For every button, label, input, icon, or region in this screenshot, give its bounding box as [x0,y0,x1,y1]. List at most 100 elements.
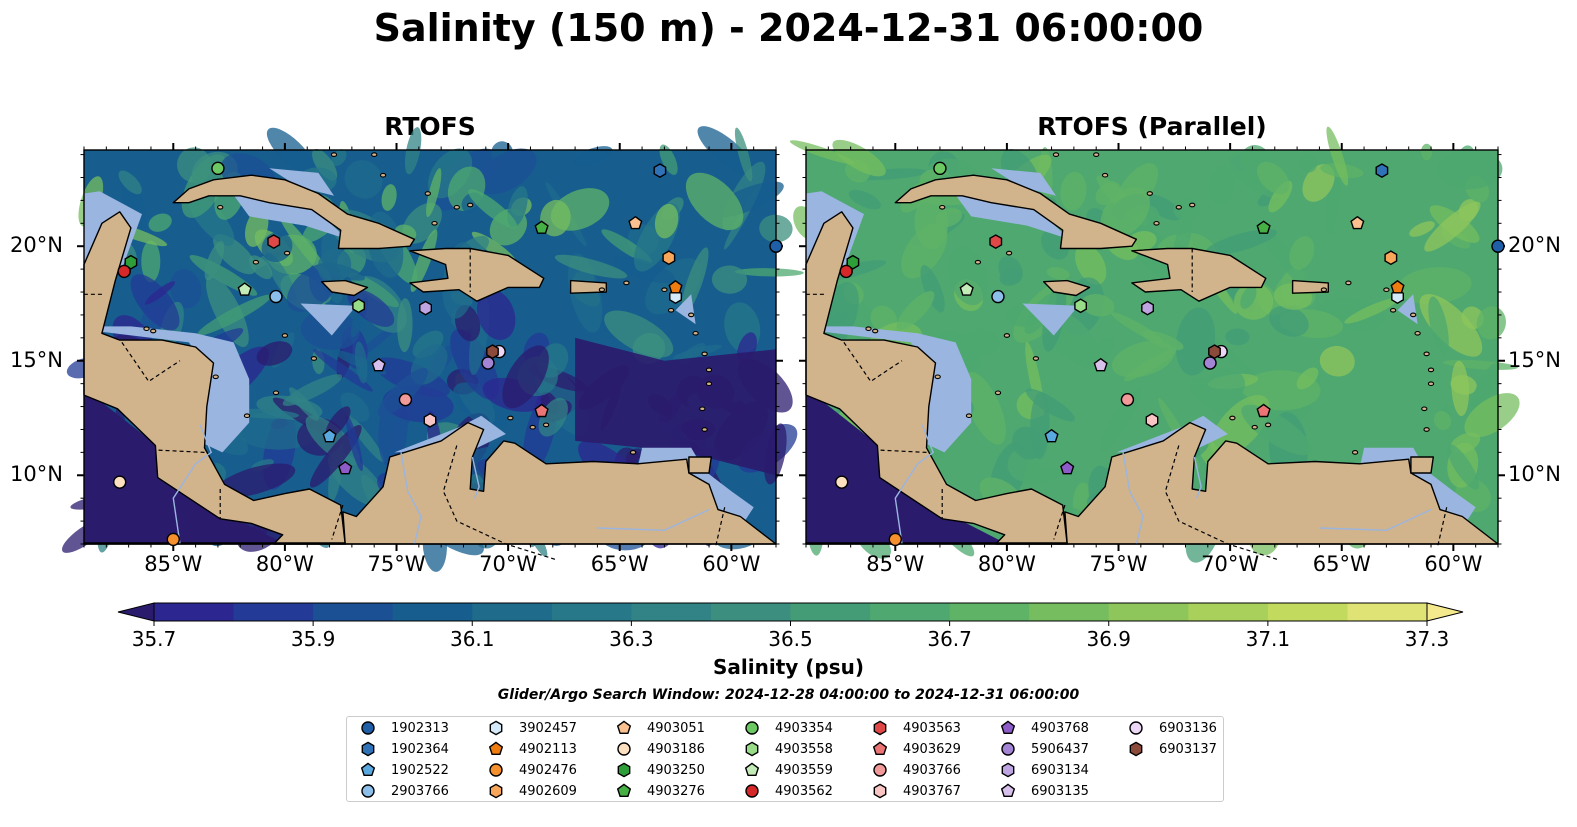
lon-tick-label: 80°W [255,552,314,576]
lon-tick-label: 60°W [1424,552,1483,576]
hexagon-marker-icon [617,762,631,778]
float-legend: 1902313 1902364 1902522 2903766 3902457 49021… [346,716,1224,802]
small-islands [143,152,713,455]
hexagon-marker-icon [1001,762,1015,778]
float-marker-4903250 [124,254,138,270]
colorbar-segment [1267,603,1348,621]
figure-title: Salinity (150 m) - 2024-12-31 06:00:00 [373,6,1204,50]
land-trinidad [1410,456,1434,474]
colorbar-segment [1188,603,1269,621]
legend-label: 4903562 [775,783,833,799]
colorbar-extend-high [1426,602,1464,622]
land-south-america [1064,421,1499,545]
lon-tick-label: 75°W [1089,552,1148,576]
pentagon-marker-icon [744,762,760,777]
small-islands [865,152,1435,455]
float-marker-4903562 [117,264,131,279]
legend-item-4903562: 4903562 [743,782,833,800]
circle-marker-icon [745,721,759,735]
legend-label: 6903136 [1159,720,1217,736]
float-marker-4903558 [1074,298,1087,314]
lon-tick-label: 60°W [702,552,761,576]
map-panel-rtofs [62,126,804,572]
legend-item-4903768: 4903768 [999,719,1089,737]
float-marker-6903134 [419,300,432,316]
search-window-text: Glider/Argo Search Window: 2024-12-28 04… [497,687,1080,703]
land-trinidad [688,456,712,474]
legend-label: 6903137 [1159,741,1217,757]
legend-item-4902113: 4902113 [487,740,577,758]
legend-item-6903134: 6903134 [999,761,1089,779]
float-marker-4903629 [1256,403,1271,418]
circle-marker-icon [361,721,375,735]
legend-label: 4903766 [903,762,961,778]
legend-label: 5906437 [1031,741,1089,757]
legend-item-1902364: 1902364 [359,740,449,758]
colorbar-segment [949,603,1030,621]
colorbar-segment [1347,603,1428,621]
legend-item-1902522: 1902522 [359,761,449,779]
float-marker-4903354 [933,161,947,176]
circle-marker-icon [1001,742,1015,756]
colorbar [117,602,1464,626]
hexagon-marker-icon [745,741,759,757]
colorbar-segment [551,603,632,621]
legend-label: 4903559 [775,762,833,778]
hexagon-marker-icon [361,741,375,757]
float-marker-1902364 [1375,163,1389,179]
colorbar-segment [710,603,791,621]
rivers [894,424,1432,545]
pentagon-marker-icon [872,741,888,756]
pentagon-marker-icon [1000,783,1016,798]
circle-marker-icon [1129,721,1143,735]
colorbar-segment [313,603,394,621]
colorbar-tick-label: 37.1 [1245,627,1291,651]
colorbar-segment [790,603,871,621]
national-borders [806,248,1448,561]
float-marker-4903051 [1350,215,1365,230]
lat-tick-label: 10°N [10,462,63,487]
colorbar-tick-label: 36.9 [1086,627,1132,651]
hexagon-marker-icon [873,720,887,736]
legend-label: 4903186 [647,741,705,757]
legend-label: 4903629 [903,741,961,757]
colorbar-tick-label: 35.9 [290,627,336,651]
pentagon-marker-icon [616,783,632,798]
lon-tick-label: 80°W [977,552,1036,576]
circle-marker-icon [489,763,503,777]
legend-item-6903136: 6903136 [1127,719,1217,737]
colorbar-segment [154,603,235,621]
legend-label: 4903250 [647,762,705,778]
legend-item-4903276: 4903276 [615,782,705,800]
float-marker-1902522 [322,428,337,443]
low-salinity-tongue [575,337,776,476]
float-marker-4903051 [628,215,643,230]
circle-marker-icon [361,784,375,798]
land-puerto-rico [569,279,607,294]
legend-item-4903563: 4903563 [871,719,961,737]
float-marker-4903563 [989,234,1003,250]
float-marker-4903559 [959,282,974,296]
float-marker-2903766 [991,289,1005,304]
pacific-water [84,388,285,544]
map-frame [805,149,1499,545]
legend-label: 4903051 [647,720,705,736]
rivers [172,424,710,545]
float-marker-4903186 [835,475,849,489]
float-marker-4903767 [423,412,437,428]
colorbar-label: Salinity (psu) [712,655,864,679]
legend-item-3902457: 3902457 [487,719,577,737]
float-marker-4903768 [338,460,353,475]
legend-item-6903137: 6903137 [1127,740,1217,758]
float-marker-1902313 [769,239,783,253]
land-hispaniola [1131,247,1267,302]
lat-tick-label: 20°N [10,233,63,258]
float-marker-4903766 [398,392,413,407]
circle-marker-icon [745,784,759,798]
legend-item-4903767: 4903767 [871,782,961,800]
legend-label: 4902609 [519,783,577,799]
pacific-water [806,388,1007,544]
legend-item-4903186: 4903186 [615,740,705,758]
legend-label: 4903563 [903,720,961,736]
legend-label: 4903276 [647,783,705,799]
